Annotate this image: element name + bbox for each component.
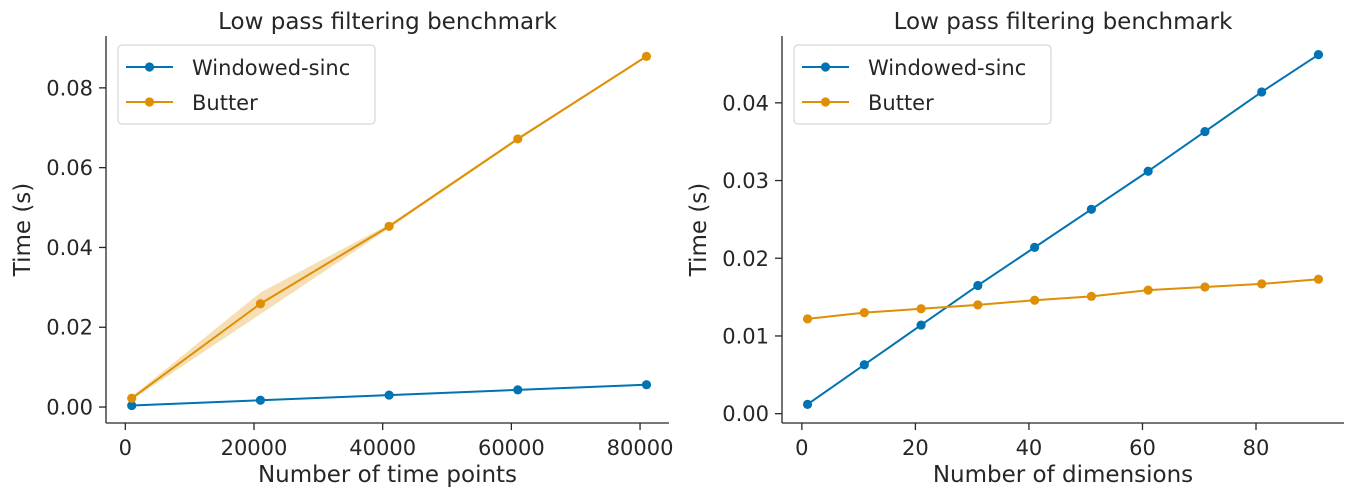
y-tick-label: 0.06 xyxy=(46,156,93,180)
series-1-point xyxy=(1030,242,1040,252)
y-tick-label: 0.00 xyxy=(46,396,93,420)
chart-1: Low pass filtering benchmark 0 20000 40000 6… xyxy=(10,9,673,488)
series-2-point xyxy=(1200,282,1210,292)
x-tick-label: 60 xyxy=(1129,436,1156,460)
legend-swatch-marker xyxy=(144,62,155,72)
legend-label: Windowed-sinc xyxy=(192,56,350,80)
y-tick-label: 0.03 xyxy=(722,169,769,193)
series-1-line xyxy=(806,53,1320,406)
series-2-point xyxy=(127,393,137,403)
y-tick-label: 0.02 xyxy=(722,247,769,271)
x-tick-label: 80000 xyxy=(607,436,674,460)
y-tick-label: 0.04 xyxy=(46,236,93,260)
legend-label: Butter xyxy=(192,91,258,115)
series-2-point xyxy=(916,304,926,314)
series-2-point xyxy=(859,308,869,318)
legend: Windowed-sinc Butter xyxy=(793,44,1052,125)
series-2-point xyxy=(384,221,394,231)
y-tick-label: 0.04 xyxy=(722,91,769,115)
legend-box xyxy=(117,44,376,125)
series-1-point xyxy=(513,385,523,395)
y-tick-label: 0.08 xyxy=(46,76,93,100)
y-tick-label: 0.01 xyxy=(722,324,769,348)
chart-title: Low pass filtering benchmark xyxy=(218,9,557,35)
x-tick-label: 0 xyxy=(119,436,132,460)
series-2-point xyxy=(1030,295,1040,305)
series-1-point xyxy=(802,399,813,409)
x-axis-label: Number of dimensions xyxy=(933,462,1193,488)
series-1-point xyxy=(1313,50,1324,60)
series-1-point xyxy=(1086,204,1096,214)
series-1-point xyxy=(1257,87,1267,97)
x-tick-label: 20 xyxy=(902,436,929,460)
legend-label: Windowed-sinc xyxy=(868,56,1026,80)
x-tick-label: 0 xyxy=(795,436,808,460)
chart-title: Low pass filtering benchmark xyxy=(894,9,1233,35)
series-2-point xyxy=(802,314,813,324)
series-1-point xyxy=(1200,126,1210,137)
y-tick-label: 0.02 xyxy=(46,316,93,340)
x-tick-label: 20000 xyxy=(221,436,288,460)
x-tick-label: 60000 xyxy=(478,436,545,460)
series-2-point xyxy=(973,300,983,310)
chart-2: Low pass filtering benchmark 0 20 40 60 80 0.0… xyxy=(686,9,1344,488)
legend-swatch-marker xyxy=(820,97,831,107)
x-tick-label: 80 xyxy=(1243,436,1270,460)
legend-label: Butter xyxy=(868,91,934,115)
legend-swatch-marker xyxy=(820,62,831,72)
x-tick-label: 40 xyxy=(1016,436,1043,460)
series-1-point xyxy=(384,390,394,400)
y-axis-label: Time (s) xyxy=(10,183,36,278)
series-2-point xyxy=(641,51,652,61)
series-1-point xyxy=(641,380,652,390)
x-axis-label: Number of time points xyxy=(258,462,517,488)
series-1-point xyxy=(127,400,137,411)
series-2-point xyxy=(1143,285,1153,295)
series-1-point xyxy=(859,360,869,370)
series-2-line xyxy=(807,278,1319,320)
x-tick-label: 40000 xyxy=(349,436,416,460)
series-2-point xyxy=(1086,291,1096,301)
y-axis-label: Time (s) xyxy=(686,183,712,278)
series-1-point xyxy=(916,320,926,330)
legend-box xyxy=(793,44,1052,125)
series-1-point xyxy=(973,280,983,291)
series-2-point xyxy=(1257,279,1267,289)
legend: Windowed-sinc Butter xyxy=(117,44,376,125)
series-2-point xyxy=(1313,274,1324,284)
series-2-point xyxy=(255,299,266,309)
series-2-point xyxy=(513,134,523,144)
y-tick-label: 0.00 xyxy=(722,402,769,426)
legend-swatch-marker xyxy=(144,97,155,107)
series-1-point xyxy=(1143,166,1153,176)
series-1-point xyxy=(255,395,266,405)
